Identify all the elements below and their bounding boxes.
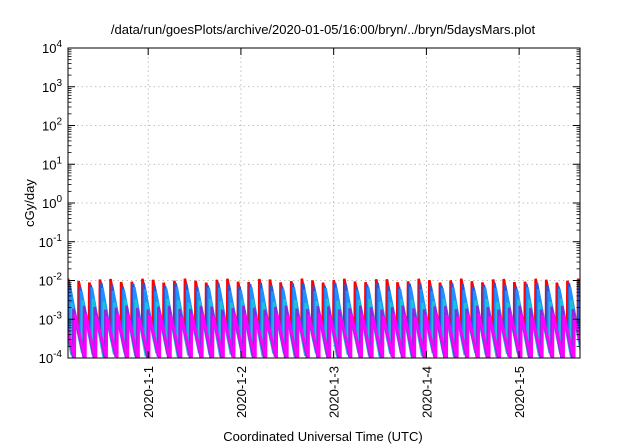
x-tick-label: 2020-1-4 xyxy=(419,366,434,418)
x-tick-label: 2020-1-1 xyxy=(141,366,156,418)
y-tick-label: 10-4 xyxy=(39,349,63,366)
y-tick-label: 100 xyxy=(42,194,62,211)
y-tick-label: 103 xyxy=(42,78,62,95)
x-axis-label: Coordinated Universal Time (UTC) xyxy=(223,429,422,444)
y-tick-label: 101 xyxy=(42,155,62,172)
x-tick-label: 2020-1-5 xyxy=(512,366,527,418)
y-tick-label: 10-2 xyxy=(39,272,63,289)
chart-title: /data/run/goesPlots/archive/2020-01-05/1… xyxy=(111,22,536,37)
y-axis-label: cGy/day xyxy=(22,179,37,227)
y-tick-label: 10-1 xyxy=(39,233,63,250)
series-line-6 xyxy=(68,312,580,358)
x-tick-label: 2020-1-2 xyxy=(234,366,249,418)
x-tick-labels: 2020-1-1 2020-1-2 2020-1-3 2020-1-4 2020-1-5 xyxy=(141,48,527,418)
y-tick-labels: 10-4 10-3 10-2 10-1 100 101 102 103 104 xyxy=(39,39,580,366)
series-group xyxy=(68,278,580,358)
y-tick-label: 104 xyxy=(42,39,62,56)
x-tick-label: 2020-1-3 xyxy=(327,366,342,418)
y-tick-label: 10-3 xyxy=(39,310,63,327)
y-tick-label: 102 xyxy=(42,117,62,134)
